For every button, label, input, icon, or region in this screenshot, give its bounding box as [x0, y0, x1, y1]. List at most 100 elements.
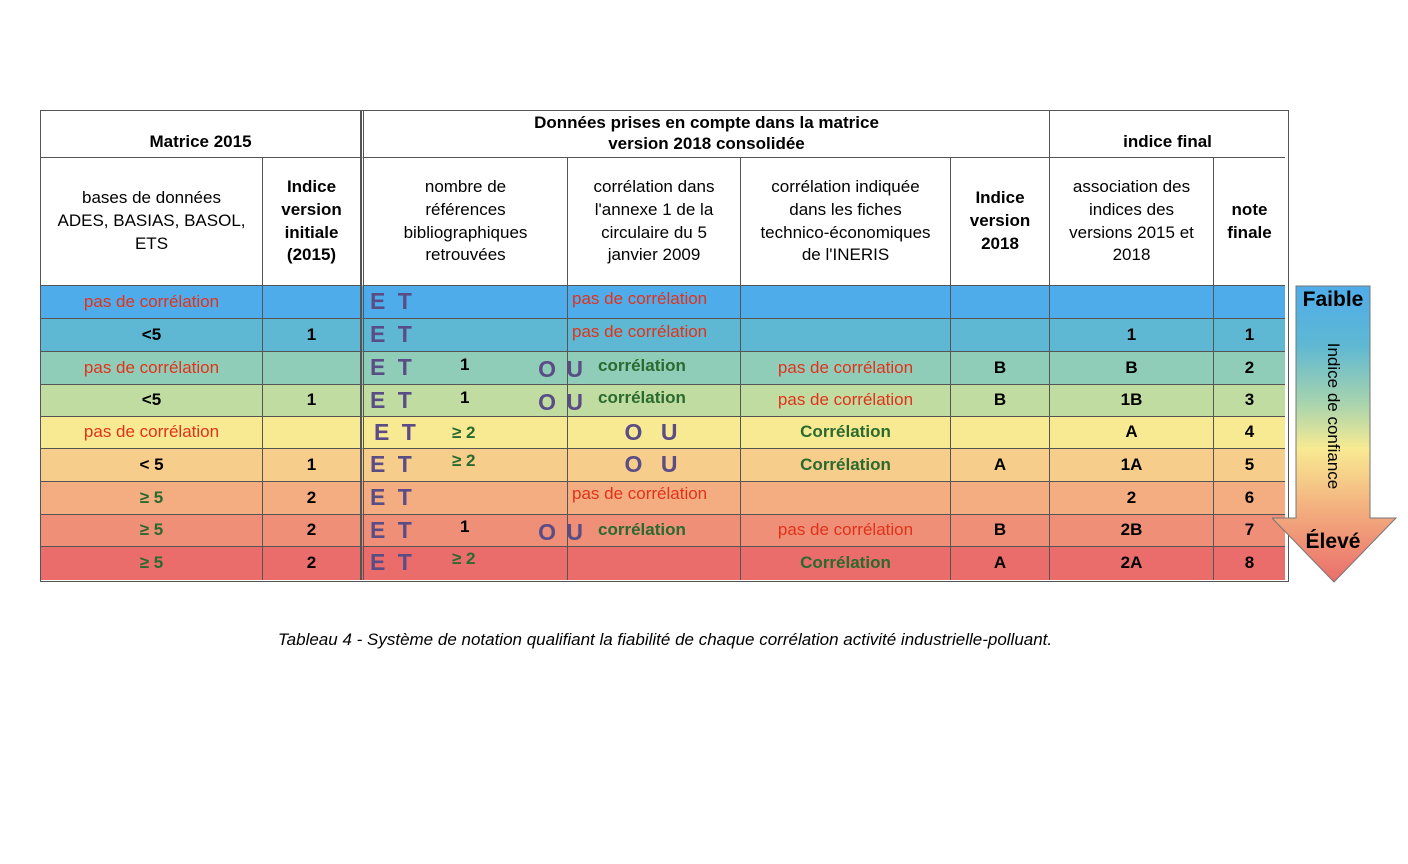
cell-association: 2B — [1050, 515, 1214, 547]
header-nombre-refs: nombre de références bibliographiques re… — [361, 158, 568, 286]
cell-indice-2015: 2 — [263, 515, 361, 547]
refs-count: ≥ 2 — [452, 451, 476, 470]
cell-nombre-refs: E T 1 O U — [361, 352, 583, 385]
et-marker: E T — [374, 419, 419, 445]
cell-indice-2015 — [263, 417, 361, 449]
et-marker: E T — [370, 321, 415, 347]
cell-bases: <5 — [41, 319, 263, 352]
cell-bases: pas de corrélation — [41, 286, 263, 319]
cell-indice-2018 — [951, 482, 1050, 515]
cell-corr-annexe — [568, 482, 741, 515]
cell-note: 1 — [1214, 319, 1285, 352]
cell-indice-2015 — [263, 352, 361, 385]
cell-note: 4 — [1214, 417, 1285, 449]
span-text: pas de corrélation — [572, 289, 708, 308]
ou-marker: O U — [538, 519, 585, 545]
cell-corr-fiches: pas de corrélation — [741, 515, 951, 547]
ou-marker: O U — [624, 418, 684, 445]
cell-bases: pas de corrélation — [41, 352, 263, 385]
cell-corr-annexe: O U — [568, 449, 741, 482]
annexe-value: corrélation — [598, 388, 686, 407]
header-indice-initial: Indice version initiale (2015) — [263, 158, 361, 286]
cell-nombre-refs: E T ≥ 2 — [361, 449, 568, 482]
cell-corr-fiches: Corrélation — [741, 449, 951, 482]
cell-corr-annexe — [568, 286, 741, 319]
cell-note: 6 — [1214, 482, 1285, 515]
cell-indice-2018: A — [951, 547, 1050, 580]
cell-bases: ≥ 5 — [41, 482, 263, 515]
cell-association: 1B — [1050, 385, 1214, 417]
cell-note: 5 — [1214, 449, 1285, 482]
cell-note: 8 — [1214, 547, 1285, 580]
cell-indice-2018: B — [951, 352, 1050, 385]
cell-corr-annexe: O U — [568, 417, 741, 449]
cell-note: 3 — [1214, 385, 1285, 417]
cell-bases: < 5 — [41, 449, 263, 482]
header-corr-fiches: corrélation indiquée dans les fiches tec… — [741, 158, 951, 286]
table-caption: Tableau 4 - Système de notation qualifia… — [277, 630, 1053, 649]
cell-corr-fiches — [741, 319, 951, 352]
et-marker: E T — [370, 484, 415, 510]
cell-indice-2015 — [263, 286, 361, 319]
cell-corr-annexe — [568, 319, 741, 352]
refs-count: 1 — [460, 517, 470, 536]
header-final-index: indice final — [1050, 111, 1285, 158]
cell-corr-annexe: corrélation — [568, 352, 741, 385]
span-text: pas de corrélation — [572, 484, 708, 503]
cell-association — [1050, 286, 1214, 319]
cell-note: 7 — [1214, 515, 1285, 547]
et-marker: E T — [370, 354, 415, 380]
et-marker: E T — [370, 549, 415, 575]
cell-indice-2018: B — [951, 385, 1050, 417]
arrow-label-low: Faible — [1302, 288, 1364, 311]
cell-nombre-refs: E T pas de corrélation — [361, 482, 707, 515]
annexe-value: corrélation — [598, 520, 686, 539]
cell-bases: ≥ 5 — [41, 547, 263, 580]
cell-association: 1 — [1050, 319, 1214, 352]
cell-corr-annexe: corrélation — [568, 515, 741, 547]
cell-corr-fiches: Corrélation — [741, 547, 951, 580]
refs-count: ≥ 2 — [452, 549, 476, 568]
confidence-arrow — [1272, 285, 1398, 583]
cell-indice-2015: 1 — [263, 449, 361, 482]
et-marker: E T — [370, 288, 415, 314]
header-note: note finale — [1214, 158, 1285, 286]
span-text: pas de corrélation — [572, 322, 708, 341]
cell-indice-2015: 2 — [263, 547, 361, 580]
refs-count: 1 — [460, 388, 470, 407]
ou-marker: O U — [624, 451, 684, 478]
header-bases: bases de données ADES, BASIAS, BASOL, ET… — [41, 158, 263, 286]
cell-indice-2018 — [951, 286, 1050, 319]
cell-corr-fiches: pas de corrélation — [741, 352, 951, 385]
cell-corr-annexe — [568, 547, 741, 580]
cell-bases: ≥ 5 — [41, 515, 263, 547]
cell-indice-2018: A — [951, 449, 1050, 482]
header-corr-annexe: corrélation dans l'annexe 1 de la circul… — [568, 158, 741, 286]
cell-corr-fiches: Corrélation — [741, 417, 951, 449]
cell-indice-2015: 2 — [263, 482, 361, 515]
cell-note — [1214, 286, 1285, 319]
annexe-value: corrélation — [598, 356, 686, 375]
refs-count: 1 — [460, 355, 470, 374]
cell-corr-fiches — [741, 482, 951, 515]
cell-nombre-refs: E T ≥ 2 — [361, 417, 568, 449]
header-matrix-2015: Matrice 2015 — [41, 111, 361, 158]
et-marker: E T — [370, 451, 415, 477]
arrow-label-axis: Indice de confiance — [1324, 342, 1343, 490]
cell-nombre-refs: E T pas de corrélation — [361, 286, 707, 319]
cell-bases: pas de corrélation — [41, 417, 263, 449]
cell-indice-2018 — [951, 417, 1050, 449]
cell-corr-fiches — [741, 286, 951, 319]
et-marker: E T — [370, 517, 415, 543]
header-association: association des indices des versions 201… — [1050, 158, 1214, 286]
cell-association: 2A — [1050, 547, 1214, 580]
cell-indice-2015: 1 — [263, 319, 361, 352]
header-matrix-2018: Données prises en compte dans la matrice… — [361, 111, 1050, 158]
cell-indice-2015: 1 — [263, 385, 361, 417]
cell-association: 1A — [1050, 449, 1214, 482]
arrow-label-high: Élevé — [1305, 530, 1361, 553]
cell-indice-2018 — [951, 319, 1050, 352]
ou-marker: O U — [538, 389, 585, 415]
cell-note: 2 — [1214, 352, 1285, 385]
header-indice-2018: Indice version 2018 — [951, 158, 1050, 286]
